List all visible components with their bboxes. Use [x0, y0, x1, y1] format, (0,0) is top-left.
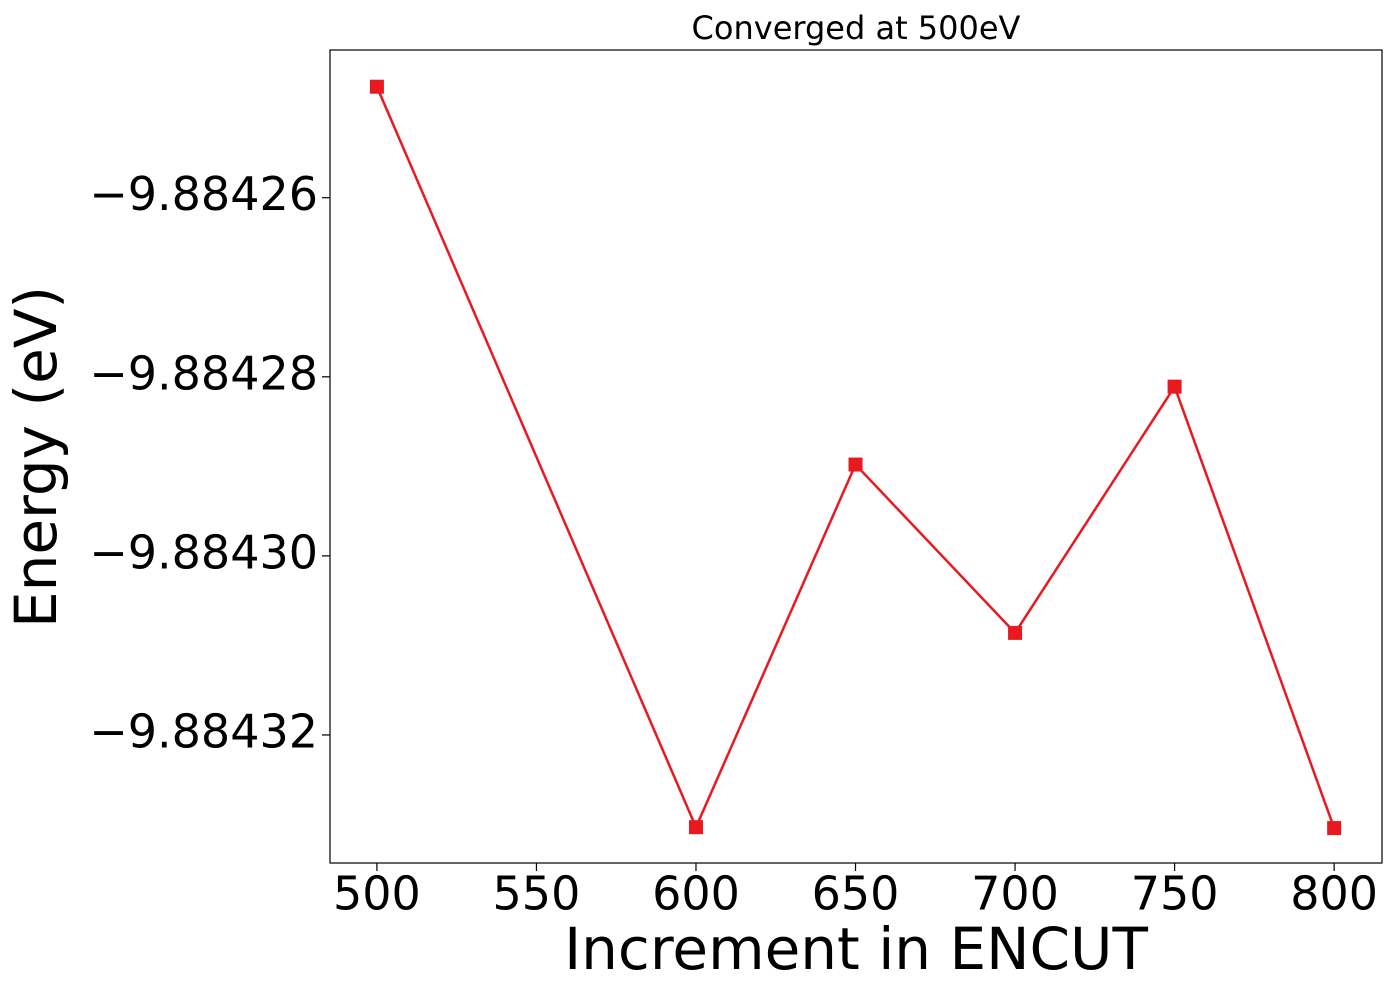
marker [688, 820, 703, 835]
marker [1008, 625, 1023, 640]
y-tick-label: −9.88432 [89, 704, 318, 758]
x-tick-label: 550 [493, 867, 581, 921]
x-tick-label: 500 [333, 867, 421, 921]
x-tick-label: 700 [971, 867, 1059, 921]
x-tick-label: 600 [652, 867, 740, 921]
y-tick-label: −9.88430 [89, 525, 318, 579]
marker [369, 79, 384, 94]
chart-title: Converged at 500eV [692, 9, 1021, 47]
y-tick-label: −9.88428 [89, 346, 318, 400]
x-tick-label: 750 [1131, 867, 1219, 921]
line [375, 86, 1336, 831]
x-axis-label: Increment in ENCUT [564, 915, 1148, 983]
marker [1327, 821, 1342, 836]
marker [848, 457, 863, 472]
y-axis-label: Energy (eV) [2, 286, 70, 628]
x-tick-label: 650 [812, 867, 900, 921]
x-tick-label: 800 [1290, 867, 1378, 921]
y-tick-label: −9.88426 [89, 167, 318, 221]
marker [1167, 379, 1182, 394]
